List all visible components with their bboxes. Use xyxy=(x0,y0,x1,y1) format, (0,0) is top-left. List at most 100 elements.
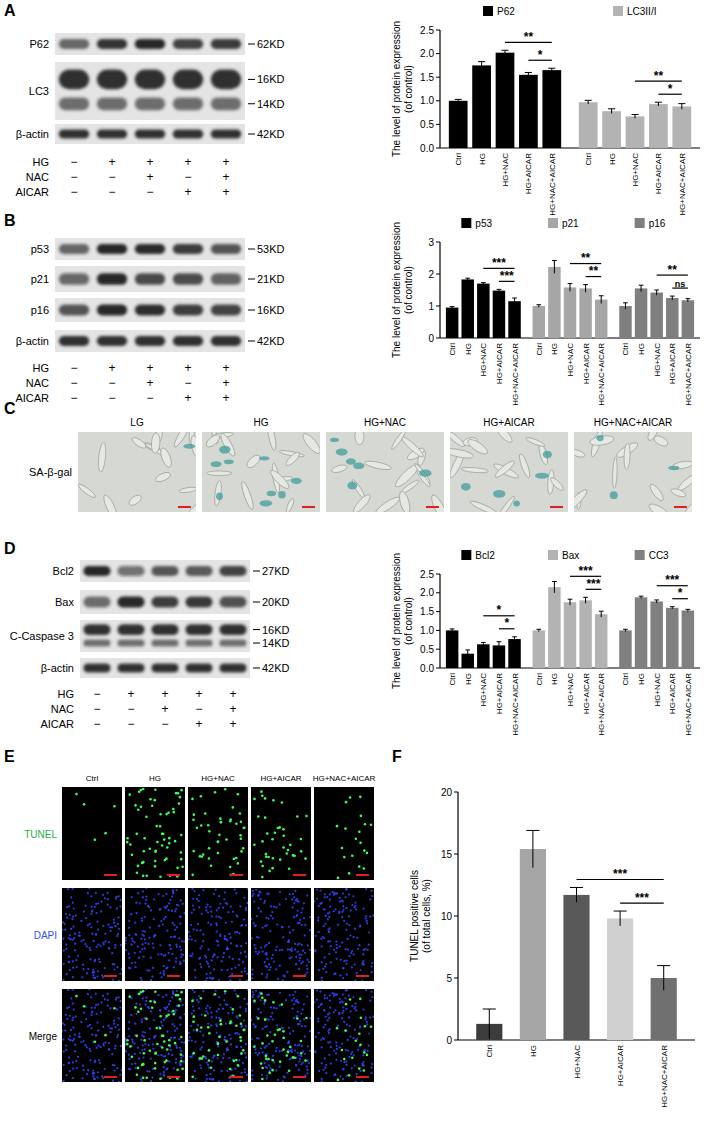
tunel-dot xyxy=(134,804,137,807)
stain xyxy=(219,446,230,454)
nucleus xyxy=(289,932,291,934)
nucleus xyxy=(84,904,86,906)
nucleus xyxy=(128,920,130,922)
treatment-sign: + xyxy=(184,361,191,375)
tunel-dot xyxy=(237,995,240,998)
nucleus xyxy=(89,958,91,960)
nucleus xyxy=(80,940,82,942)
tunel-dot xyxy=(204,1014,207,1017)
nucleus xyxy=(176,1047,178,1049)
nucleus xyxy=(144,903,146,905)
nucleus xyxy=(291,950,293,952)
nucleus xyxy=(95,903,97,905)
nucleus xyxy=(219,934,221,936)
kd-tick xyxy=(248,79,255,80)
nucleus xyxy=(169,1000,171,1002)
nucleus xyxy=(113,1069,115,1071)
tunel-dot xyxy=(208,830,211,833)
tunel-dot xyxy=(143,850,146,853)
nucleus xyxy=(275,906,277,908)
nucleus xyxy=(106,904,108,906)
nucleus xyxy=(230,905,232,907)
nucleus xyxy=(226,1004,228,1006)
nucleus xyxy=(291,906,293,908)
nucleus xyxy=(218,907,220,909)
nucleus xyxy=(370,965,372,967)
nucleus xyxy=(283,974,285,976)
nucleus xyxy=(69,969,71,971)
nucleus xyxy=(193,890,195,892)
nucleus xyxy=(179,915,181,917)
nucleus xyxy=(183,912,185,914)
nucleus xyxy=(245,1056,247,1058)
tunel-dot xyxy=(126,837,129,840)
nucleus xyxy=(309,1050,311,1052)
nucleus xyxy=(62,937,64,939)
nucleus xyxy=(276,1024,278,1026)
treatment-sign: + xyxy=(146,361,153,375)
blot-band xyxy=(173,244,203,254)
nucleus xyxy=(268,1043,270,1045)
tunel-dot xyxy=(242,1029,245,1032)
nucleus xyxy=(74,1034,76,1036)
nucleus xyxy=(180,1057,182,1059)
tunel-dot xyxy=(196,826,199,829)
nucleus xyxy=(351,904,353,906)
treatment-sign: − xyxy=(93,687,100,701)
nucleus xyxy=(254,1026,256,1028)
tunel-dot xyxy=(191,1076,194,1079)
nucleus xyxy=(68,1006,70,1008)
tunel-dot xyxy=(140,991,143,994)
tunel-dot xyxy=(166,1048,169,1051)
tunel-dot xyxy=(191,798,194,801)
nucleus xyxy=(224,992,226,994)
nucleus xyxy=(128,1058,130,1060)
tunel-dot xyxy=(129,843,132,846)
nucleus xyxy=(277,978,279,980)
nucleus xyxy=(297,943,299,945)
nucleus xyxy=(341,899,343,901)
tunel-dot xyxy=(142,1063,145,1066)
nucleus xyxy=(141,920,143,922)
tunel-dot xyxy=(192,818,195,821)
nucleus xyxy=(211,1060,213,1062)
tunel-dot xyxy=(143,1039,146,1042)
nucleus xyxy=(64,923,66,925)
nucleus xyxy=(89,923,91,925)
nucleus xyxy=(199,929,201,931)
nucleus xyxy=(142,1044,144,1046)
nucleus xyxy=(262,951,264,953)
nucleus xyxy=(258,936,260,938)
nucleus xyxy=(309,916,311,918)
nucleus xyxy=(121,1069,122,1071)
nucleus xyxy=(159,972,161,974)
nucleus xyxy=(199,1058,201,1060)
tunel-dot xyxy=(287,1051,290,1054)
nucleus xyxy=(255,990,257,992)
nucleus xyxy=(339,974,341,976)
nucleus xyxy=(211,915,213,917)
kd-tick xyxy=(248,44,255,45)
nucleus xyxy=(265,944,267,946)
tunel-dot xyxy=(214,993,217,996)
tunel-dot xyxy=(267,856,270,859)
nucleus xyxy=(137,946,139,948)
nucleus xyxy=(213,893,215,895)
treatment-label: AICAR xyxy=(15,186,49,198)
nucleus xyxy=(343,920,345,922)
cell xyxy=(469,499,499,512)
nucleus xyxy=(289,957,291,959)
nucleus xyxy=(181,1041,183,1043)
tunel-dot xyxy=(175,792,178,795)
column-label: HG+NAC+AICAR xyxy=(313,774,376,783)
tunel-dot xyxy=(142,875,145,878)
nucleus xyxy=(322,968,324,970)
nucleus xyxy=(168,944,170,946)
nucleus xyxy=(95,1013,97,1015)
nucleus xyxy=(266,966,268,968)
tunel-dot xyxy=(137,808,140,811)
nucleus xyxy=(140,1078,142,1080)
tunel-dot xyxy=(200,795,203,798)
nucleus xyxy=(266,974,268,976)
column-label: HG+NAC xyxy=(364,417,406,428)
